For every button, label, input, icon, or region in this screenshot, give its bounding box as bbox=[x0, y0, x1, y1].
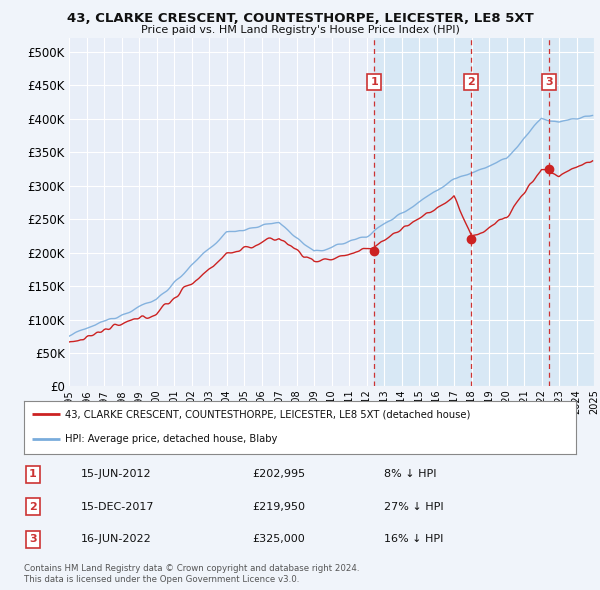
Text: 8% ↓ HPI: 8% ↓ HPI bbox=[384, 470, 437, 479]
Text: HPI: Average price, detached house, Blaby: HPI: Average price, detached house, Blab… bbox=[65, 434, 278, 444]
Text: 3: 3 bbox=[29, 535, 37, 544]
Text: 1: 1 bbox=[371, 77, 378, 87]
Text: £202,995: £202,995 bbox=[252, 470, 305, 479]
Text: 16-JUN-2022: 16-JUN-2022 bbox=[81, 535, 152, 544]
Text: This data is licensed under the Open Government Licence v3.0.: This data is licensed under the Open Gov… bbox=[24, 575, 299, 584]
Text: Contains HM Land Registry data © Crown copyright and database right 2024.: Contains HM Land Registry data © Crown c… bbox=[24, 565, 359, 573]
Text: 3: 3 bbox=[545, 77, 553, 87]
Text: 2: 2 bbox=[467, 77, 475, 87]
Text: 15-DEC-2017: 15-DEC-2017 bbox=[81, 502, 155, 512]
Text: 2: 2 bbox=[29, 502, 37, 512]
Text: £325,000: £325,000 bbox=[252, 535, 305, 544]
Text: Price paid vs. HM Land Registry's House Price Index (HPI): Price paid vs. HM Land Registry's House … bbox=[140, 25, 460, 35]
Bar bbox=[374, 38, 594, 386]
Text: 15-JUN-2012: 15-JUN-2012 bbox=[81, 470, 152, 479]
Text: 16% ↓ HPI: 16% ↓ HPI bbox=[384, 535, 443, 544]
Text: 27% ↓ HPI: 27% ↓ HPI bbox=[384, 502, 443, 512]
Text: 1: 1 bbox=[29, 470, 37, 479]
Text: £219,950: £219,950 bbox=[252, 502, 305, 512]
Text: 43, CLARKE CRESCENT, COUNTESTHORPE, LEICESTER, LE8 5XT: 43, CLARKE CRESCENT, COUNTESTHORPE, LEIC… bbox=[67, 12, 533, 25]
Text: 43, CLARKE CRESCENT, COUNTESTHORPE, LEICESTER, LE8 5XT (detached house): 43, CLARKE CRESCENT, COUNTESTHORPE, LEIC… bbox=[65, 409, 471, 419]
